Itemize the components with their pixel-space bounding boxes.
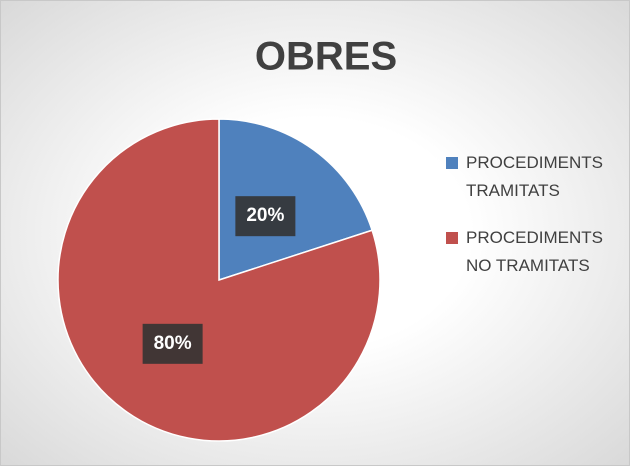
legend-label: PROCEDIMENTS NO TRAMITATS: [466, 228, 603, 275]
data-label-box: [142, 323, 203, 364]
pie-slice: [57, 118, 381, 442]
legend-entry: PROCEDIMENTS NO TRAMITATS: [446, 224, 626, 280]
pie-slice: [218, 118, 374, 282]
legend-label: PROCEDIMENTS TRAMITATS: [466, 153, 603, 200]
data-label-box: [235, 196, 296, 237]
chart-title: OBRES: [255, 35, 397, 79]
legend-swatch: [446, 157, 458, 169]
legend-swatch: [446, 232, 458, 244]
data-label: 80%: [154, 333, 192, 354]
data-label: 20%: [246, 205, 284, 226]
legend-entry: PROCEDIMENTS TRAMITATS: [446, 149, 626, 205]
